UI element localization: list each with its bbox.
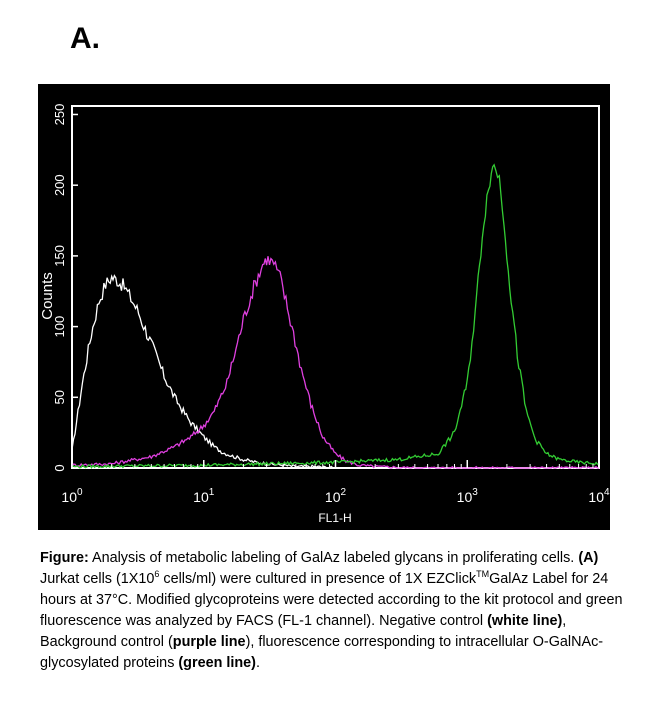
figure-caption: Figure: Analysis of metabolic labeling o… xyxy=(40,548,630,674)
caption-bold-green-line: (green line) xyxy=(178,655,256,671)
x-tick-exponent: 4 xyxy=(604,487,610,498)
y-tick-label: 250 xyxy=(52,104,67,126)
caption-text-7: . xyxy=(255,655,260,671)
caption-bold-white-line: (white line) xyxy=(487,613,563,629)
chart-background xyxy=(38,84,610,530)
x-tick-exponent: 2 xyxy=(341,487,347,498)
x-tick-exponent: 0 xyxy=(77,487,83,498)
caption-sup-6: 6 xyxy=(154,569,160,580)
caption-sup-tm: TM xyxy=(476,569,490,580)
caption-text-5: , Background control ( xyxy=(40,613,567,650)
x-tick-exponent: 3 xyxy=(472,487,478,498)
caption-text-2: Jurkat cells (1X10 xyxy=(40,571,155,587)
caption-bold-purple-line: purple line xyxy=(172,634,246,650)
caption-bold-a: (A) xyxy=(578,550,599,566)
y-tick-label: 50 xyxy=(52,390,67,404)
y-axis-label: Counts xyxy=(39,272,56,320)
y-tick-label: 150 xyxy=(52,245,67,267)
caption-text-4: GalAz Label for 24 hours at 37°C. Modifi… xyxy=(40,571,623,629)
caption-text-3: cells/ml) were cultured in presence of 1… xyxy=(159,571,477,587)
caption-fig-label: Figure: xyxy=(40,550,89,566)
y-tick-label: 0 xyxy=(52,464,67,471)
series-line-2 xyxy=(71,256,599,469)
panel-label: A. xyxy=(70,22,100,55)
x-tick-exponent: 1 xyxy=(209,487,215,498)
caption-text-1: Analysis of metabolic labeling of GalAz … xyxy=(88,550,579,566)
series-line-1 xyxy=(71,274,336,469)
y-tick-layer: 0 50 100 150 200 250 xyxy=(52,104,78,472)
y-tick-label: 100 xyxy=(52,316,67,338)
x-axis-label: FL1-H xyxy=(318,511,351,525)
caption-text-6: ), fluorescence corresponding to intrace… xyxy=(40,634,604,671)
y-tick-label: 200 xyxy=(52,174,67,196)
